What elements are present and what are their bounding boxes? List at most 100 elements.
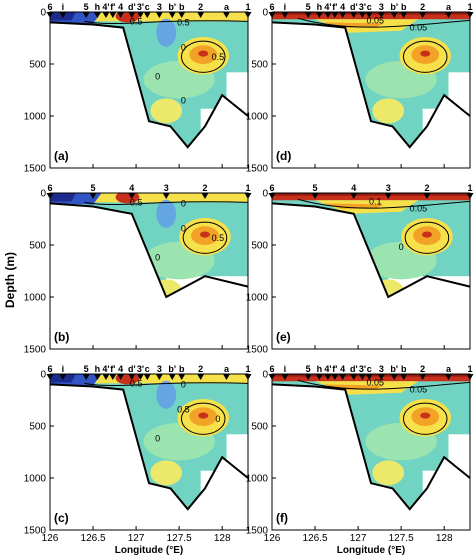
- contour-line: [84, 382, 248, 387]
- field-patch: [156, 199, 177, 228]
- station-label: 5: [91, 183, 96, 193]
- station-marker: [377, 12, 385, 18]
- bathymetry-line: [271, 21, 471, 149]
- nodata-region: [448, 72, 470, 109]
- seafloor-area: [50, 22, 248, 168]
- station-label: 4': [102, 364, 109, 374]
- station-marker: [315, 12, 323, 18]
- contour-line: [297, 198, 470, 209]
- station-marker: [244, 12, 252, 18]
- station-marker: [331, 12, 339, 18]
- station-label: 4': [324, 2, 331, 12]
- station-marker: [128, 193, 136, 199]
- station-label: 4: [118, 2, 123, 12]
- contour-label: 0: [181, 199, 186, 209]
- station-label: f': [110, 364, 115, 374]
- field-patch: [150, 460, 183, 486]
- surface-layer: [272, 193, 470, 196]
- station-marker: [268, 193, 276, 199]
- station-label: 4: [118, 364, 123, 374]
- station-label: d': [350, 364, 358, 374]
- station-label: b': [168, 2, 176, 12]
- surface-layer: [50, 193, 248, 203]
- station-label: h: [95, 2, 101, 12]
- contour-label: 0.5: [130, 16, 143, 26]
- station-marker: [201, 193, 209, 199]
- station-marker: [222, 374, 230, 380]
- contour-line: [84, 20, 248, 25]
- bathymetry-line: [49, 383, 249, 511]
- station-marker: [102, 374, 110, 380]
- station-marker: [324, 374, 332, 380]
- contour-line: [297, 17, 470, 28]
- panel-label: (e): [276, 330, 291, 344]
- station-marker: [466, 374, 474, 380]
- y-tick-label: 1500: [246, 164, 269, 175]
- station-label: a: [224, 2, 230, 12]
- station-label: 4': [324, 364, 331, 374]
- y-tick-label: 1000: [246, 293, 269, 304]
- station-label: 3: [164, 183, 169, 193]
- station-label: 1: [467, 183, 472, 193]
- station-label: d': [128, 364, 136, 374]
- contour-line: [402, 402, 448, 435]
- y-tick-label: 500: [29, 60, 46, 71]
- station-marker: [358, 12, 366, 18]
- station-marker: [400, 12, 408, 18]
- core-center: [422, 231, 432, 238]
- station-label: 5: [313, 183, 318, 193]
- surface-warm: [323, 203, 384, 209]
- station-marker: [244, 193, 252, 199]
- contour-label: 0: [181, 96, 186, 106]
- contour-line: [180, 402, 226, 435]
- contour-line: [402, 40, 448, 73]
- station-label: b: [401, 2, 407, 12]
- station-label: i: [62, 2, 65, 12]
- station-marker: [117, 374, 125, 380]
- station-marker: [350, 193, 358, 199]
- station-label: 2: [202, 183, 207, 193]
- station-marker: [59, 374, 67, 380]
- y-tick-label: 1000: [246, 474, 269, 485]
- y-tick-label: 1000: [24, 474, 47, 485]
- y-tick-label: 1000: [24, 112, 47, 123]
- station-label: f': [332, 2, 337, 12]
- surface-cold: [50, 193, 76, 202]
- station-marker: [109, 12, 117, 18]
- y-tick-label: 1000: [246, 112, 269, 123]
- y-tick-label: 0: [40, 189, 46, 200]
- contour-label: 0.5: [130, 378, 143, 388]
- station-label: i: [284, 2, 287, 12]
- x-tick-label: 126.5: [81, 533, 106, 544]
- station-label: 6: [269, 364, 274, 374]
- station-label: 4: [351, 183, 356, 193]
- station-marker: [466, 193, 474, 199]
- y-tick-label: 500: [29, 422, 46, 433]
- contour-label: 0.05: [410, 23, 428, 33]
- panel-label: (c): [54, 511, 69, 525]
- station-marker: [93, 12, 101, 18]
- contour-label: 0.05: [410, 385, 428, 395]
- station-label: 2: [198, 364, 203, 374]
- x-tick-label: 127.5: [167, 533, 192, 544]
- station-marker: [268, 374, 276, 380]
- contour-label: 0: [155, 253, 160, 263]
- surface-layer: [272, 12, 470, 20]
- station-marker: [390, 12, 398, 18]
- bathymetry-line: [271, 202, 471, 299]
- bathymetry-line: [49, 202, 249, 299]
- station-label: b': [390, 364, 398, 374]
- contour-line: [180, 40, 226, 73]
- nodata-region: [226, 434, 248, 471]
- station-label: d': [350, 2, 358, 12]
- station-marker: [178, 12, 186, 18]
- y-tick-label: 1500: [24, 345, 47, 356]
- station-marker: [93, 374, 101, 380]
- y-tick-label: 0: [40, 370, 46, 381]
- station-label: 3: [379, 364, 384, 374]
- contour-label: 0.5: [212, 52, 225, 62]
- y-tick-label: 0: [262, 8, 268, 19]
- panel-label: (f): [276, 511, 288, 525]
